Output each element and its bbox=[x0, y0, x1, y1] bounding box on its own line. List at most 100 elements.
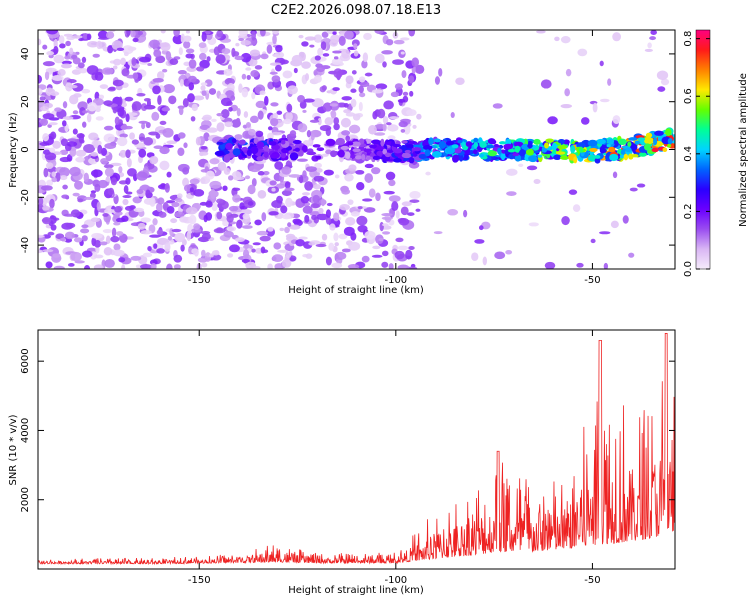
noise-blob bbox=[69, 166, 81, 177]
noise-blob bbox=[186, 231, 192, 242]
noise-blob bbox=[482, 256, 488, 266]
noise-blob bbox=[199, 59, 210, 69]
noise-blob bbox=[388, 263, 394, 269]
noise-blob bbox=[343, 109, 352, 114]
noise-blob bbox=[49, 198, 55, 209]
signal-blob bbox=[289, 152, 299, 161]
noise-blob bbox=[166, 171, 172, 178]
noise-blob bbox=[478, 225, 484, 231]
noise-blob bbox=[560, 36, 571, 44]
noise-blob bbox=[75, 149, 87, 157]
noise-blob bbox=[140, 230, 152, 235]
noise-blob bbox=[350, 211, 360, 217]
noise-blob bbox=[282, 118, 292, 125]
signal-blob bbox=[555, 151, 566, 155]
noise-blob bbox=[90, 152, 98, 157]
noise-blob bbox=[577, 48, 588, 57]
noise-blob bbox=[83, 172, 90, 183]
noise-blob bbox=[81, 88, 91, 94]
noise-blob bbox=[364, 230, 376, 240]
noise-blob bbox=[183, 142, 188, 149]
noise-blob bbox=[67, 263, 75, 267]
signal-blob bbox=[528, 155, 538, 163]
noise-blob bbox=[244, 175, 251, 180]
noise-blob bbox=[310, 133, 315, 141]
noise-blob bbox=[377, 108, 386, 119]
noise-blob bbox=[42, 113, 55, 120]
signal-blob bbox=[653, 137, 658, 146]
signal-blob bbox=[487, 150, 498, 157]
noise-blob bbox=[171, 201, 180, 208]
signal-blob bbox=[553, 154, 562, 160]
noise-blob bbox=[99, 241, 108, 246]
noise-blob bbox=[329, 223, 336, 231]
signal-blob bbox=[458, 153, 464, 162]
signal-blob bbox=[654, 130, 664, 136]
signal-blob bbox=[376, 150, 384, 156]
noise-blob bbox=[260, 246, 266, 254]
noise-blob bbox=[309, 119, 320, 123]
signal-blob bbox=[587, 139, 598, 147]
noise-blob bbox=[284, 187, 295, 192]
noise-blob bbox=[110, 177, 118, 186]
noise-blob bbox=[308, 241, 316, 246]
noise-blob bbox=[305, 166, 317, 172]
signal-blob bbox=[316, 147, 325, 152]
noise-blob bbox=[363, 207, 376, 213]
noise-blob bbox=[581, 117, 590, 125]
noise-blob bbox=[150, 263, 157, 269]
signal-blob bbox=[214, 150, 225, 157]
noise-blob bbox=[112, 249, 125, 257]
noise-blob bbox=[65, 222, 76, 229]
noise-blob bbox=[241, 88, 249, 98]
noise-blob bbox=[351, 70, 357, 75]
colorbar-axis: 0.0 0.2 0.4 0.6 0.8 bbox=[683, 31, 710, 277]
signal-blob bbox=[452, 154, 460, 163]
noise-blob bbox=[599, 60, 604, 67]
signal-blob bbox=[594, 154, 601, 159]
noise-blob bbox=[63, 33, 73, 37]
noise-blob bbox=[193, 189, 205, 197]
noise-blob bbox=[205, 170, 215, 180]
signal-blob bbox=[537, 154, 543, 158]
noise-blob bbox=[599, 231, 611, 235]
signal-blob bbox=[292, 139, 302, 145]
noise-blob bbox=[93, 264, 104, 269]
noise-blob bbox=[371, 167, 381, 175]
noise-blob bbox=[241, 258, 250, 264]
noise-blob bbox=[260, 53, 269, 60]
noise-blob bbox=[228, 205, 239, 212]
noise-blob bbox=[408, 75, 415, 84]
noise-blob bbox=[157, 197, 165, 205]
noise-blob bbox=[238, 30, 249, 37]
noise-blob bbox=[275, 64, 282, 72]
noise-blob bbox=[231, 47, 236, 58]
signal-blob bbox=[366, 156, 374, 160]
noise-blob bbox=[104, 167, 114, 177]
noise-blob bbox=[397, 245, 409, 251]
noise-blob bbox=[333, 212, 340, 222]
noise-blob bbox=[385, 171, 396, 181]
noise-blob bbox=[332, 31, 337, 35]
spectrogram-y-tick-label: -40 bbox=[20, 237, 31, 253]
noise-blob bbox=[333, 56, 339, 60]
noise-blob bbox=[185, 207, 198, 215]
noise-blob bbox=[126, 157, 132, 168]
noise-blob bbox=[362, 52, 369, 63]
noise-blob bbox=[302, 170, 307, 179]
noise-blob bbox=[350, 88, 357, 93]
snr-y-label: SNR (10 * v/v) bbox=[8, 414, 19, 485]
noise-blob bbox=[375, 192, 381, 202]
signal-blob bbox=[638, 152, 647, 157]
noise-blob bbox=[140, 263, 153, 269]
noise-blob bbox=[257, 171, 265, 176]
noise-blob bbox=[345, 135, 351, 142]
noise-blob bbox=[383, 190, 395, 195]
noise-blob bbox=[44, 152, 57, 161]
noise-blob bbox=[226, 226, 237, 232]
noise-blob bbox=[226, 214, 234, 223]
noise-blob bbox=[368, 188, 376, 198]
noise-blob bbox=[603, 262, 609, 269]
noise-blob bbox=[277, 249, 289, 253]
noise-blob bbox=[143, 97, 151, 102]
